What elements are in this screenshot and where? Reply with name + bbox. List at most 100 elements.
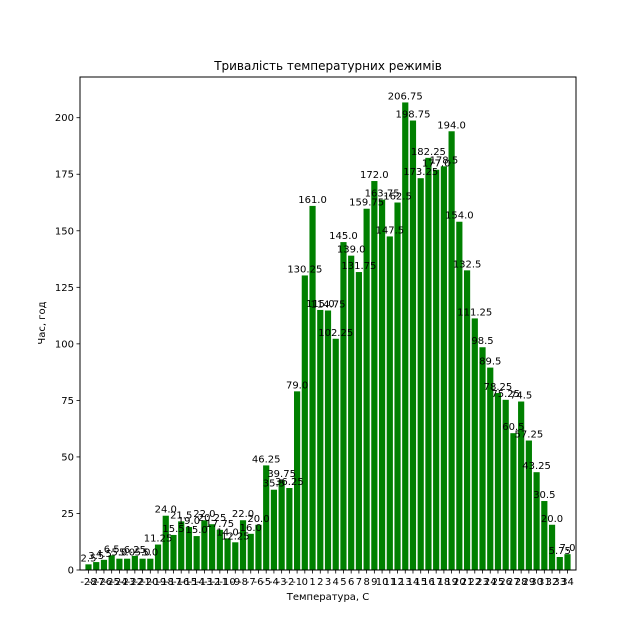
bar xyxy=(417,178,424,570)
y-tick-label: 75 xyxy=(61,396,74,407)
x-tick-label: 21 xyxy=(461,577,474,588)
bar xyxy=(209,524,216,570)
bar xyxy=(340,242,347,570)
bar-value-label: 12.25 xyxy=(221,531,250,542)
bar xyxy=(247,533,254,570)
x-tick-label: -27 xyxy=(88,577,104,588)
y-tick-label: 150 xyxy=(55,226,74,237)
bar xyxy=(239,520,247,570)
bar xyxy=(494,393,502,570)
bar-value-label: 74.5 xyxy=(510,391,532,402)
bar-value-label: 57.25 xyxy=(515,430,544,441)
bar-value-label: 98.5 xyxy=(471,336,493,347)
bar xyxy=(116,558,123,570)
x-tick-label: -3 xyxy=(277,577,287,588)
x-tick-label: 4 xyxy=(333,577,339,588)
bar-value-label: 22.0 xyxy=(232,509,254,520)
bar-value-label: 154.0 xyxy=(445,211,474,222)
bar-value-label: 161.0 xyxy=(298,195,327,206)
bar xyxy=(456,221,463,570)
bar-value-label: 173.25 xyxy=(403,167,438,178)
bar-value-label: 102.25 xyxy=(318,328,353,339)
x-tick-label: 24 xyxy=(484,577,497,588)
bar-value-label: 15.5 xyxy=(162,524,184,535)
data-labels-group: 2.53.54.56.55.05.06.255.05.011.2524.015.… xyxy=(81,91,576,564)
bar xyxy=(448,131,455,571)
bar xyxy=(232,542,239,570)
x-tick-label: 23 xyxy=(476,577,489,588)
bar xyxy=(185,527,193,570)
bar-value-label: 182.25 xyxy=(411,147,446,158)
bar-value-label: 43.25 xyxy=(522,461,551,472)
bar-value-label: 79.0 xyxy=(286,380,308,391)
bar-value-label: 6.5 xyxy=(104,544,120,555)
x-tick-label: 22 xyxy=(468,577,481,588)
x-tick-label: -11 xyxy=(212,577,228,588)
bar-value-label: 19.0 xyxy=(178,516,200,527)
x-tick-label: -8 xyxy=(238,577,248,588)
x-tick-label: 28 xyxy=(515,577,528,588)
y-axis-ticks: 0 25 50 75 100 125 150 175 200 xyxy=(55,113,80,577)
x-tick-label: -24 xyxy=(111,577,127,588)
bar xyxy=(541,501,548,570)
bar-value-label: 60.5 xyxy=(502,422,524,433)
x-tick-label: -2 xyxy=(284,577,294,588)
x-tick-label: 9 xyxy=(371,577,377,588)
bar-value-label: 177.0 xyxy=(422,159,451,170)
y-tick-label: 200 xyxy=(55,113,74,124)
bar xyxy=(224,538,231,570)
x-tick-label: 3 xyxy=(325,577,331,588)
bar xyxy=(378,199,386,570)
x-axis-ticks: -28-27-26-25-24-23-22-21-20-19-18-17-16-… xyxy=(80,570,574,588)
bar xyxy=(154,544,162,570)
bar xyxy=(263,465,270,570)
bar xyxy=(348,255,355,571)
x-tick-label: -7 xyxy=(246,577,256,588)
bar-value-label: 5.0 xyxy=(142,548,158,559)
bar xyxy=(324,310,332,570)
bar-value-label: 20.25 xyxy=(198,513,227,524)
bar-value-label: 159.75 xyxy=(349,198,384,209)
bar-value-label: 4.5 xyxy=(96,549,112,560)
x-tick-label: 29 xyxy=(523,577,536,588)
x-tick-label: -23 xyxy=(119,577,135,588)
bar-value-label: 7.0 xyxy=(560,543,576,554)
x-tick-label: -15 xyxy=(181,577,197,588)
x-tick-label: -20 xyxy=(142,577,158,588)
x-tick-label: 8 xyxy=(363,577,369,588)
y-axis-label: Час, год xyxy=(37,301,48,344)
bar xyxy=(85,564,92,570)
bar xyxy=(564,554,571,570)
x-tick-label: 12 xyxy=(391,577,404,588)
bar xyxy=(170,534,177,570)
bar-value-label: 145.0 xyxy=(329,231,358,242)
x-tick-label: -22 xyxy=(127,577,143,588)
bar xyxy=(502,399,509,570)
bar-value-label: 131.75 xyxy=(341,261,376,272)
bar xyxy=(363,208,370,570)
x-tick-label: 25 xyxy=(492,577,505,588)
x-tick-label: -13 xyxy=(196,577,212,588)
bar xyxy=(471,318,478,570)
bar xyxy=(409,120,417,570)
x-tick-label: -6 xyxy=(253,577,263,588)
bar-value-label: 130.25 xyxy=(287,264,322,275)
bar xyxy=(355,272,362,570)
x-tick-label: 11 xyxy=(383,577,396,588)
bar-value-label: 114.75 xyxy=(311,299,346,310)
x-tick-label: 16 xyxy=(422,577,435,588)
x-tick-label: 34 xyxy=(561,577,574,588)
bar xyxy=(487,367,494,570)
x-tick-label: 33 xyxy=(553,577,566,588)
bar xyxy=(216,529,223,570)
x-tick-label: 20 xyxy=(453,577,466,588)
bar-value-label: 206.75 xyxy=(388,91,423,102)
bar xyxy=(556,556,563,570)
bar-value-label: 5.0 xyxy=(135,548,151,559)
x-tick-label: -9 xyxy=(230,577,240,588)
x-tick-label: -19 xyxy=(150,577,166,588)
bar xyxy=(93,562,100,570)
x-tick-label: -17 xyxy=(165,577,181,588)
bar-value-label: 22.0 xyxy=(193,509,215,520)
y-tick-label: 125 xyxy=(55,283,74,294)
